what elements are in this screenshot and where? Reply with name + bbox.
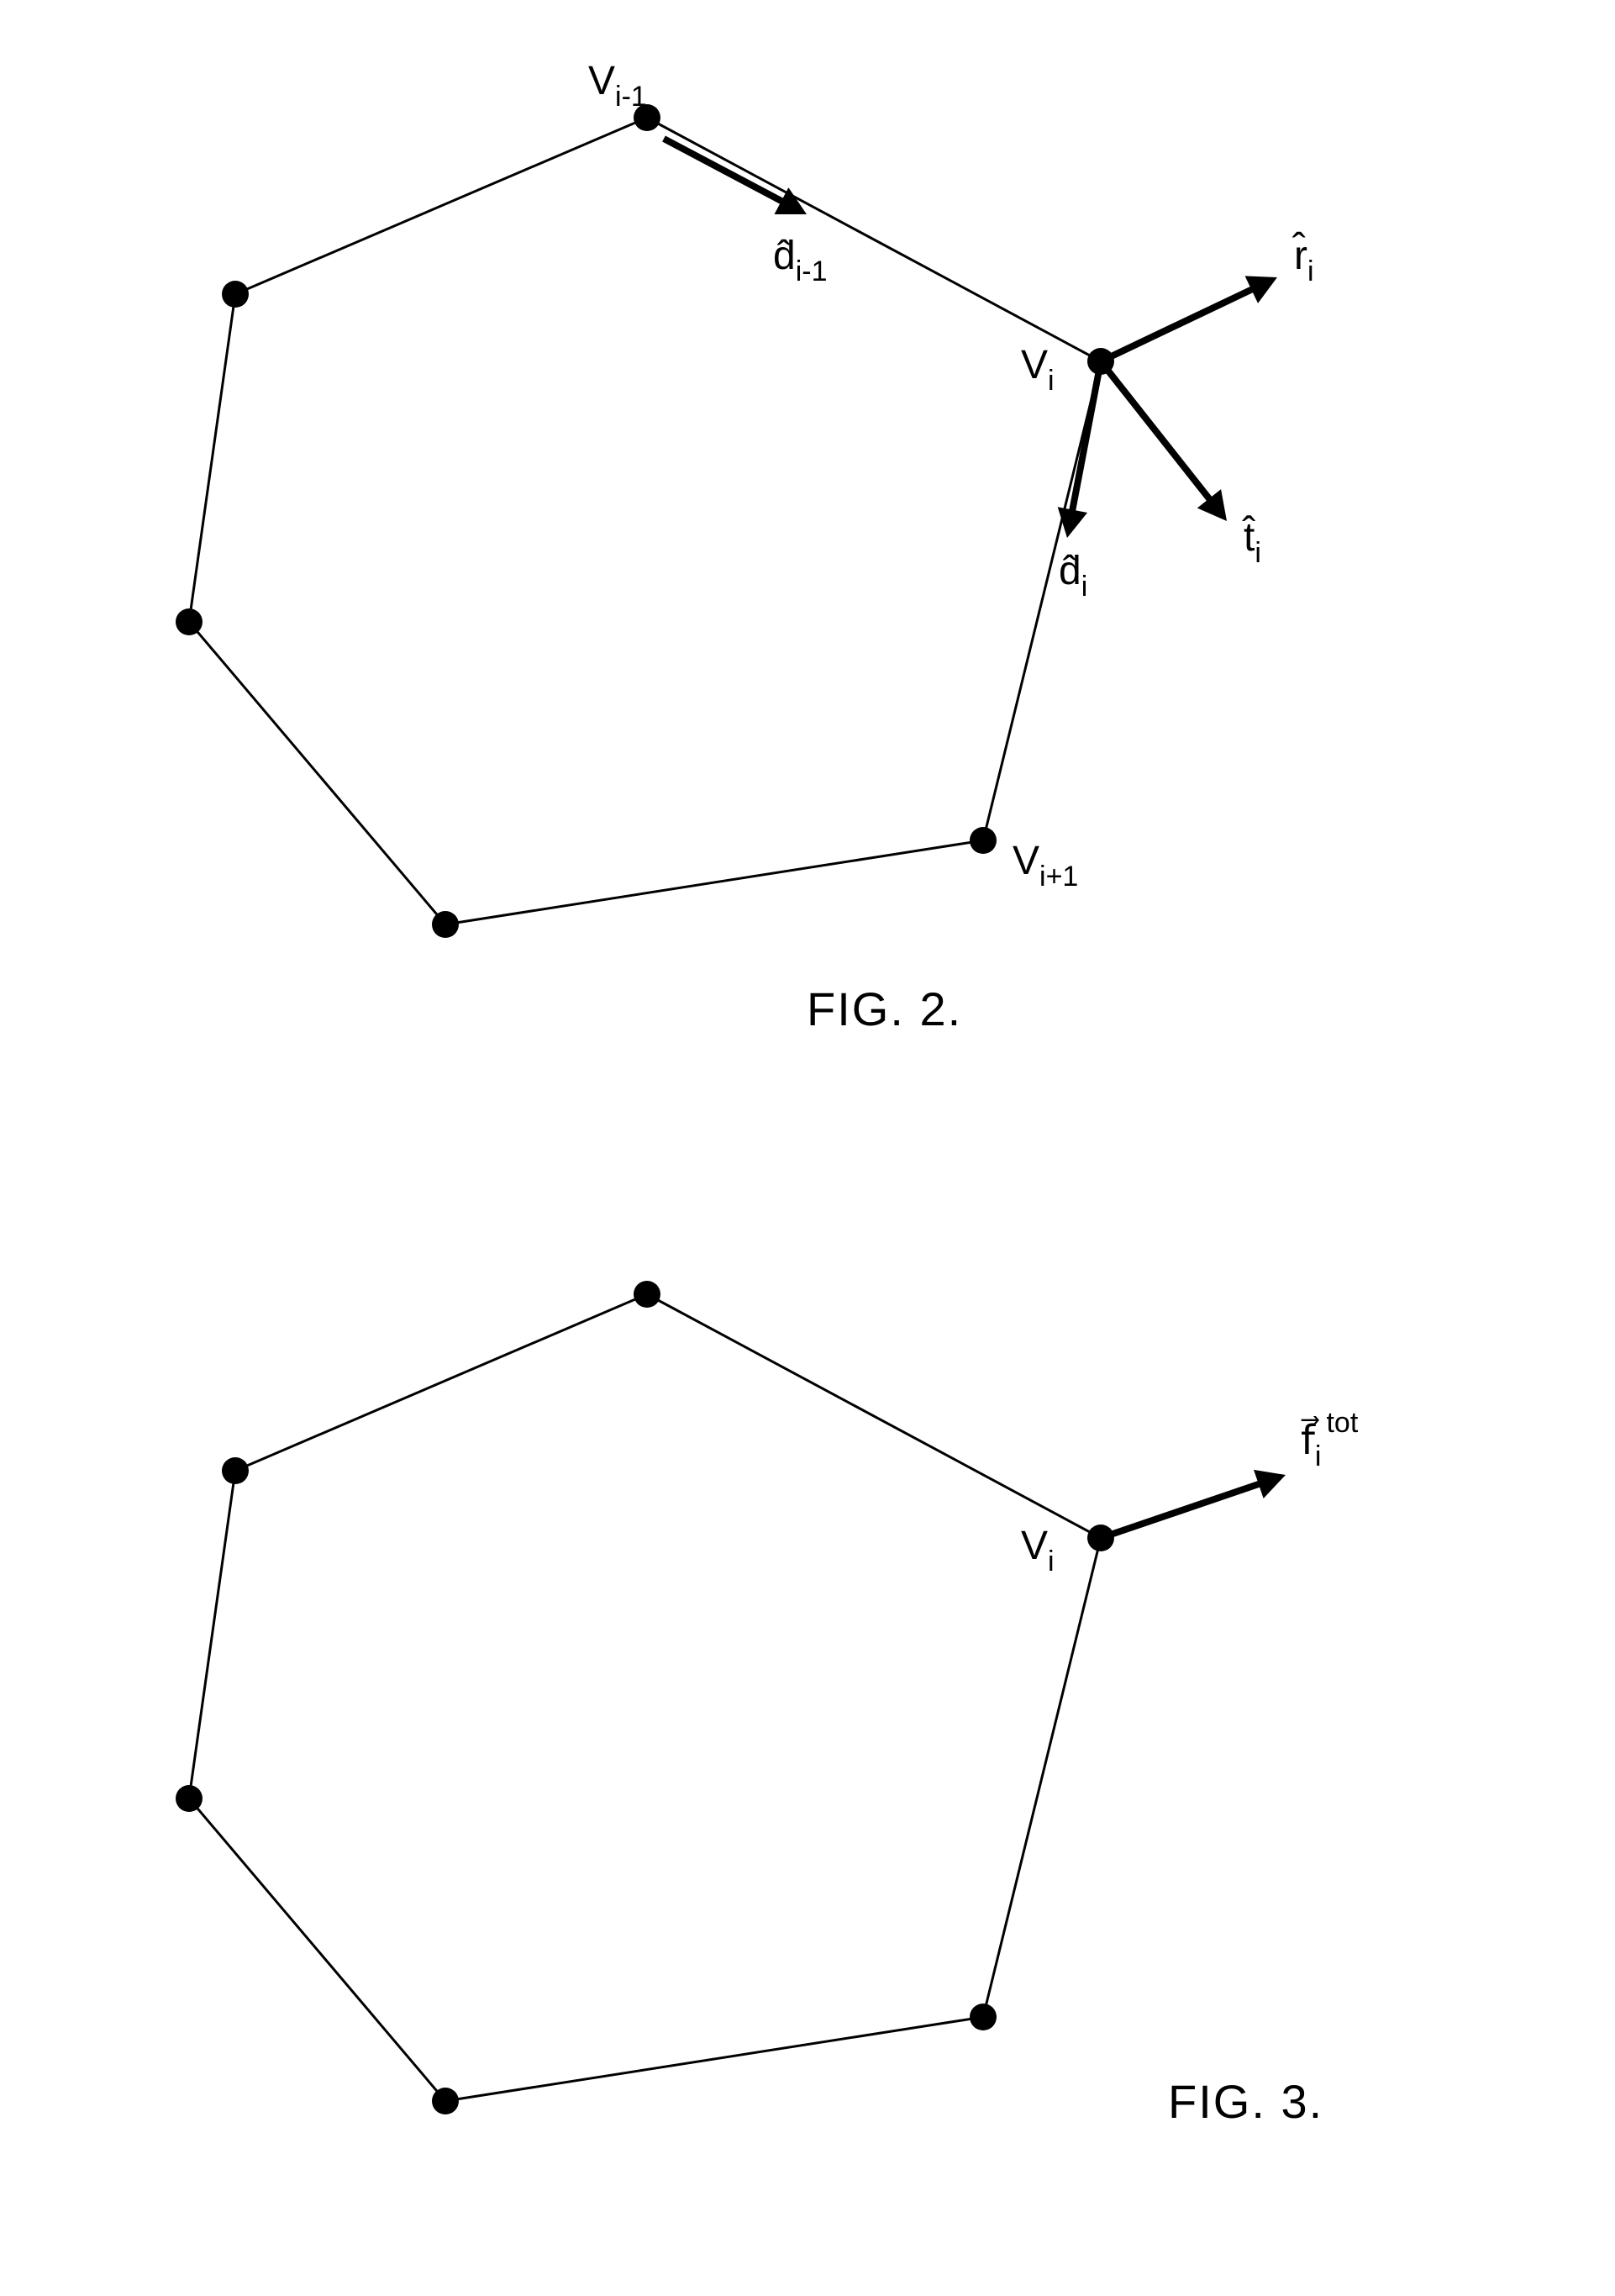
vector-label: t̂i — [1242, 515, 1261, 569]
vertex-v4 — [432, 911, 459, 938]
vertex-u6 — [222, 1457, 249, 1484]
polygon-edge — [189, 622, 445, 924]
vector-line — [1101, 1479, 1272, 1538]
vector-label: r̂i — [1292, 232, 1314, 287]
diagram-canvas: d̂i-1 r̂i t̂i d̂i Vi-1 Vi Vi+1 FIG. 2. f⃗itot Vi F… — [0, 0, 1615, 2296]
vector-line — [1101, 283, 1265, 361]
polygon-edge — [647, 118, 1101, 361]
vertex-label: Vi — [1021, 343, 1055, 397]
vertex-u4 — [432, 2088, 459, 2114]
polygon-edge — [445, 2017, 983, 2101]
figure-3: f⃗itot Vi FIG. 3. — [176, 1281, 1359, 2128]
vector-label: f⃗itot — [1301, 1407, 1359, 1472]
vertex-v5 — [176, 608, 203, 635]
polygon-edge — [235, 1294, 647, 1471]
figure-caption: FIG. 2. — [807, 982, 962, 1035]
polygon-edge — [445, 840, 983, 924]
polygon-edge — [235, 118, 647, 294]
vertex-u5 — [176, 1785, 203, 1812]
polygon-edge — [983, 1538, 1101, 2017]
polygon-edge — [189, 1798, 445, 2101]
vertex-v_ip1 — [970, 827, 997, 854]
polygon-edge — [189, 294, 235, 622]
polygon-edge — [189, 1471, 235, 1798]
vector-line — [664, 139, 794, 208]
vector-label: d̂i-1 — [773, 234, 828, 287]
figure-caption: FIG. 3. — [1168, 2075, 1323, 2128]
vertex-label: Vi-1 — [588, 59, 647, 113]
vector-label: d̂i — [1059, 549, 1087, 603]
polygon-edge — [647, 1294, 1101, 1538]
vector-line — [1070, 361, 1101, 524]
vertex-v_i — [1087, 348, 1114, 375]
vector-line — [1101, 361, 1218, 510]
vertex-v6 — [222, 281, 249, 308]
vertex-label: Vi+1 — [1013, 839, 1078, 893]
vertex-u3 — [970, 2004, 997, 2030]
vertex-u_i — [1087, 1525, 1114, 1551]
vertex-label: Vi — [1021, 1524, 1055, 1577]
figure-2: d̂i-1 r̂i t̂i d̂i Vi-1 Vi Vi+1 FIG. 2. — [176, 59, 1314, 1035]
vertex-u1 — [634, 1281, 660, 1308]
